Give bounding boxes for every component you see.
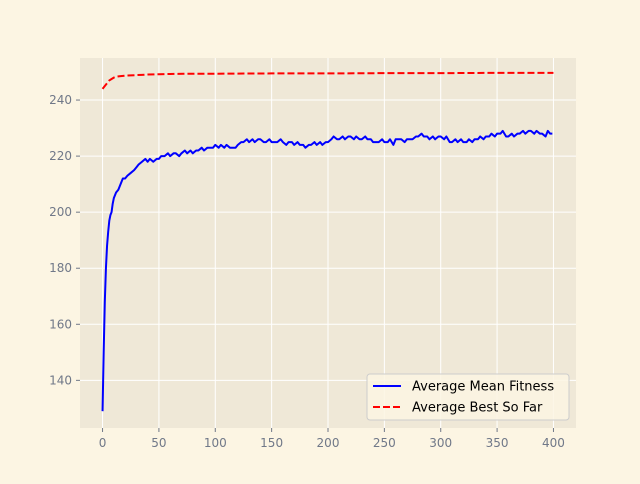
x-tick-label: 400	[542, 436, 565, 450]
legend-label-best-so-far: Average Best So Far	[412, 401, 543, 416]
x-tick-label: 0	[99, 436, 107, 450]
y-tick-label: 240	[49, 93, 72, 107]
series-layer	[101, 71, 554, 412]
y-tick-label: 160	[49, 317, 72, 331]
x-tick-label: 100	[204, 436, 227, 450]
x-tick-label: 350	[486, 436, 509, 450]
x-tick-label: 250	[373, 436, 396, 450]
x-tick-label: 150	[260, 436, 283, 450]
series-line-best-so-far	[101, 71, 554, 90]
y-tick-label: 220	[49, 149, 72, 163]
y-axis-ticks: 140 160 180 200 220 240	[49, 93, 80, 387]
legend: Average Mean Fitness Average Best So Far	[366, 373, 570, 421]
x-tick-label: 200	[317, 436, 340, 450]
x-tick-label: 50	[151, 436, 166, 450]
legend-box	[366, 373, 570, 421]
series-line-mean-fitness	[101, 129, 553, 412]
y-tick-label: 180	[49, 261, 72, 275]
y-tick-label: 200	[49, 205, 72, 219]
legend-label-mean-fitness: Average Mean Fitness	[412, 380, 554, 395]
x-axis-ticks: 0 50 100 150 200 250 300 350 400	[99, 428, 565, 450]
y-tick-label: 140	[49, 373, 72, 387]
x-tick-label: 300	[429, 436, 452, 450]
